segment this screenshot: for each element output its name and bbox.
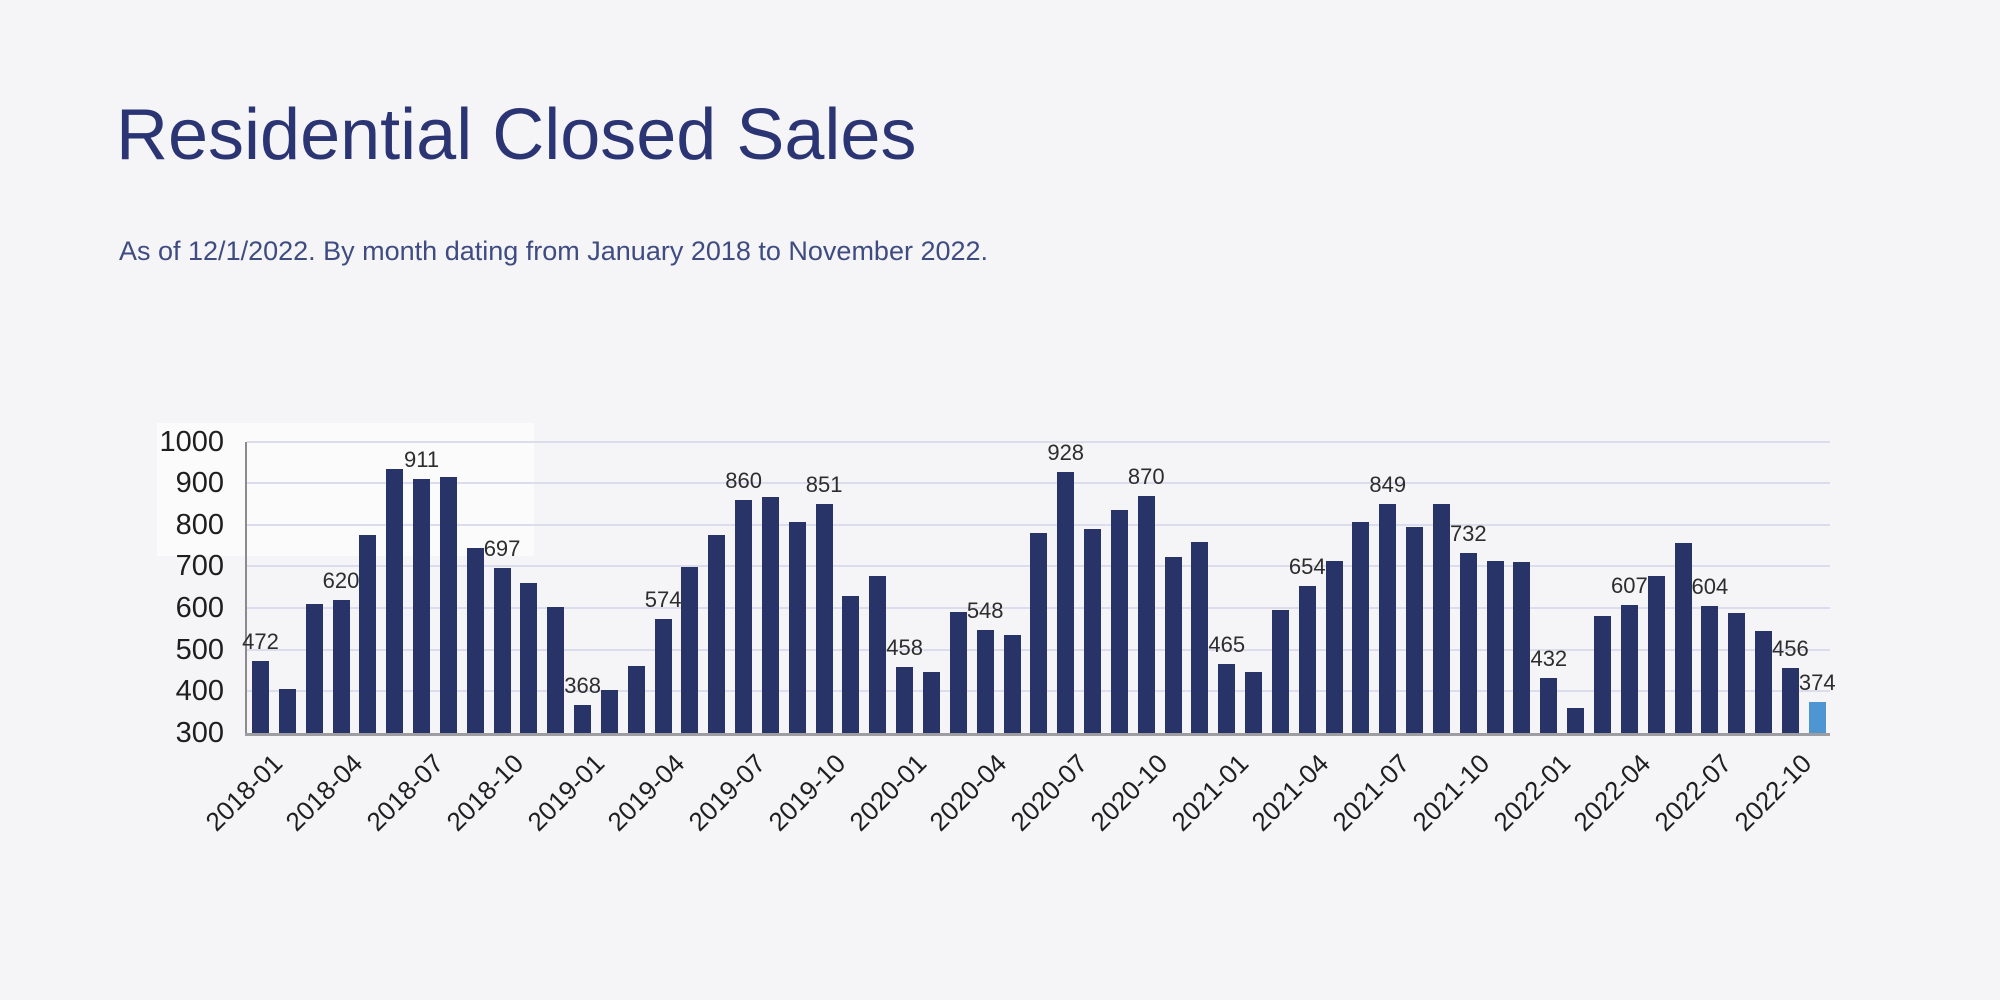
chart-background-panel [157,423,534,556]
bar [869,575,887,733]
bar [1513,562,1531,733]
bar [1620,605,1638,733]
bar [1540,678,1558,733]
bar [386,468,404,733]
bar [252,661,269,733]
bar [681,567,699,733]
page-subtitle: As of 12/1/2022. By month dating from Ja… [119,236,989,266]
value-label: 654 [1288,553,1326,579]
bar [1325,561,1343,733]
bar [815,503,833,733]
page-title: Residential Closed Sales [116,95,917,175]
bar [1701,606,1719,733]
value-label: 604 [1691,574,1729,600]
bar [654,618,672,733]
value-label: 697 [483,535,521,561]
bar [842,596,860,733]
bar [1298,585,1316,733]
value-label: 911 [403,446,440,472]
bar [1594,615,1611,733]
y-tick-label: 1000 [159,425,224,458]
value-label: 465 [1208,632,1246,658]
value-label: 851 [805,471,843,497]
bar [1406,527,1424,733]
bar [896,667,914,733]
bar [1218,664,1236,733]
bar [1352,522,1370,733]
value-label: 432 [1530,646,1568,672]
gridline [247,482,1830,485]
bar [413,478,431,733]
gridline [247,440,1830,443]
value-label: 607 [1610,573,1648,599]
bar [708,534,726,733]
bar [1379,504,1397,733]
bar [949,611,967,733]
value-label: 928 [1047,439,1085,465]
bar [923,672,940,733]
bar [627,665,645,733]
bar [359,535,377,733]
bar [1137,495,1155,733]
bar [1781,668,1799,733]
bar [1459,553,1477,733]
x-axis-line [245,733,1830,736]
bar [520,583,538,733]
bar [1191,541,1209,733]
bar [332,599,350,733]
value-label: 574 [644,586,682,612]
value-label: 456 [1772,636,1809,662]
bar [1110,509,1128,733]
bar [1084,529,1102,733]
bar [305,603,323,733]
value-label: 870 [1127,463,1165,489]
bar [788,522,806,733]
bar [439,477,457,733]
bar [1003,635,1021,733]
bar [1432,504,1450,733]
y-tick-label: 600 [175,592,224,625]
y-tick-label: 400 [175,675,224,708]
bar [600,690,618,733]
value-label: 472 [242,629,279,655]
bar [1486,561,1504,733]
bar [1728,613,1746,733]
gridline [247,523,1830,526]
bar [466,547,484,733]
bar [1271,609,1289,733]
y-axis-line [245,441,247,733]
value-label: 368 [564,672,601,698]
y-tick-label: 700 [175,550,224,583]
bar [1755,631,1773,733]
value-label: 849 [1369,472,1407,498]
bar [1647,575,1665,733]
bar [547,607,565,733]
bar [1245,671,1263,733]
value-label: 374 [1798,670,1836,696]
bar [1057,471,1075,733]
value-label: 732 [1449,521,1487,547]
bar [735,499,753,733]
bar [1030,533,1048,733]
bar [1567,708,1585,733]
value-label: 458 [886,635,924,661]
bar [976,629,994,733]
value-label: 548 [966,597,1004,623]
bar [493,567,511,733]
bar [761,496,779,733]
y-tick-label: 800 [175,508,224,541]
value-label: 860 [725,467,762,493]
bar [1164,557,1182,733]
bar [574,704,592,733]
y-tick-label: 900 [175,467,224,500]
bar [1808,702,1826,733]
value-label: 620 [322,567,360,593]
bar [1674,542,1692,733]
y-tick-label: 300 [175,717,224,749]
y-tick-label: 500 [175,633,224,666]
bar [278,689,296,733]
